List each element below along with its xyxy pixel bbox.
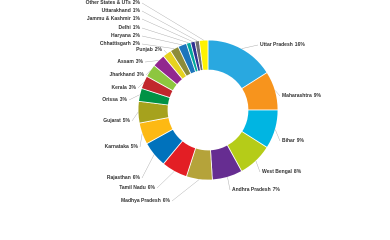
leader-line (141, 154, 155, 179)
category-name: Chhattisgarh (100, 41, 131, 47)
leader-line (141, 2, 204, 41)
slice-label: Delhi 1% (119, 25, 141, 31)
category-name: Uttar Pradesh (260, 42, 293, 48)
leader-line (141, 27, 189, 43)
slice-label: Orissa 3% (102, 97, 127, 103)
slice-label: Jammu & Kashmir 1% (87, 16, 141, 22)
slice-label: Uttar Pradesh 16% (260, 42, 305, 48)
value-label: 2% (133, 33, 141, 39)
leader-line (128, 94, 140, 101)
slice-label: Punjab 2% (136, 47, 162, 53)
value-label: 3% (129, 85, 137, 91)
leader-line (163, 49, 168, 54)
category-name: West Bengal (262, 169, 293, 175)
slice-label: Chhattisgarh 2% (100, 41, 141, 47)
leader-line (141, 43, 175, 49)
slice-label: Rajasthan 6% (107, 175, 141, 181)
slice-label: Madhya Pradesh 6% (121, 198, 171, 204)
category-name: Delhi (119, 25, 132, 31)
slice-label: Kerala 3% (111, 85, 136, 91)
value-label: 6% (133, 175, 141, 181)
leader-line (241, 44, 259, 49)
slice-label: Karnataka 5% (105, 144, 139, 150)
category-name: Tamil Nadu (119, 185, 146, 191)
value-label: 8% (294, 169, 302, 175)
category-name: Kerala (111, 85, 127, 91)
value-label: 3% (136, 59, 144, 65)
value-label: 5% (123, 118, 131, 124)
category-name: Other States & UTs (86, 0, 131, 6)
leader-line (141, 10, 198, 42)
value-label: 3% (137, 72, 145, 78)
value-label: 9% (314, 93, 322, 99)
slice-label: Other States & UTs 2% (86, 0, 141, 6)
value-label: 7% (273, 187, 281, 193)
slice-label: Assam 3% (117, 59, 143, 65)
category-name: Bihar (282, 138, 295, 144)
leader-line (156, 171, 175, 189)
category-name: Madhya Pradesh (121, 198, 161, 204)
slice-label: Tamil Nadu 6% (119, 185, 155, 191)
category-name: Rajasthan (107, 175, 131, 181)
category-name: Orissa (102, 97, 118, 103)
value-label: 3% (120, 97, 128, 103)
leader-line (141, 35, 183, 46)
value-label: 16% (295, 42, 306, 48)
value-label: 1% (133, 8, 141, 14)
value-label: 1% (133, 16, 141, 22)
leader-line (131, 112, 139, 122)
value-label: 2% (155, 47, 163, 53)
slice-label: Uttarakhand 1% (102, 8, 141, 14)
category-name: Punjab (136, 47, 153, 53)
value-label: 6% (163, 198, 171, 204)
value-label: 6% (148, 185, 156, 191)
slice-label: Maharashtra 9% (282, 93, 322, 99)
category-name: Jharkhand (109, 72, 134, 78)
leader-line (275, 90, 281, 97)
value-label: 5% (131, 144, 139, 150)
category-name: Karnataka (105, 144, 129, 150)
category-name: Andhra Pradesh (232, 187, 271, 193)
category-name: Haryana (111, 33, 131, 39)
chart: Uttar Pradesh 16%Maharashtra 9%Bihar 9%West… (86, 0, 322, 204)
slice-label: Bihar 9% (282, 138, 305, 144)
slice-label: Haryana 2% (111, 33, 141, 39)
category-name: Maharashtra (282, 93, 312, 99)
donut-slice (198, 39, 209, 71)
value-label: 2% (133, 0, 141, 6)
leader-line (141, 18, 193, 42)
leader-line (171, 179, 200, 202)
leader-line (144, 60, 159, 63)
category-name: Uttarakhand (102, 8, 131, 14)
leader-line (275, 129, 281, 142)
slice-label: Gujarat 5% (103, 118, 130, 124)
leader-line (227, 177, 231, 191)
leader-line (255, 160, 261, 173)
value-label: 9% (297, 138, 305, 144)
leader-line (137, 82, 144, 89)
value-label: 1% (133, 25, 141, 31)
category-name: Jammu & Kashmir (87, 16, 131, 22)
slice-label: Jharkhand 3% (109, 72, 144, 78)
leader-line (139, 133, 143, 148)
slice-label: Andhra Pradesh 7% (232, 187, 280, 193)
category-name: Assam (117, 59, 134, 65)
value-label: 2% (133, 41, 141, 47)
slice-label: West Bengal 8% (262, 169, 302, 175)
leader-line (145, 70, 151, 76)
category-name: Gujarat (103, 118, 121, 124)
